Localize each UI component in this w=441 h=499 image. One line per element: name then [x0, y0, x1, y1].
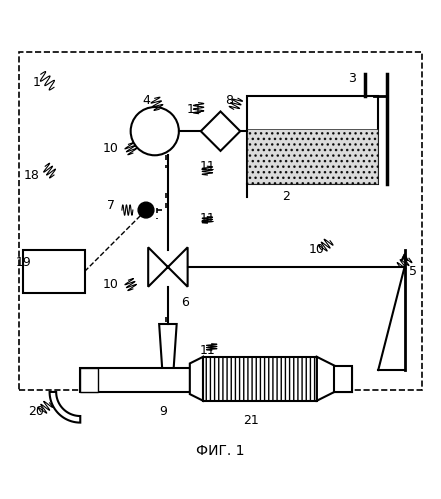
Text: 11: 11 [199, 212, 215, 226]
Circle shape [131, 107, 179, 155]
Text: 18: 18 [24, 169, 40, 182]
Polygon shape [317, 357, 334, 401]
Text: 10: 10 [103, 142, 119, 155]
Text: 11: 11 [199, 160, 215, 173]
Text: 9: 9 [160, 405, 168, 418]
Bar [247, 129, 378, 184]
Text: 4: 4 [142, 94, 150, 107]
Text: 11: 11 [187, 103, 202, 116]
Text: 5: 5 [409, 265, 417, 278]
Text: 20: 20 [29, 405, 45, 418]
Text: 10: 10 [103, 278, 119, 291]
Polygon shape [159, 324, 177, 372]
Bar [80, 368, 98, 392]
Circle shape [138, 202, 154, 218]
Text: 11: 11 [199, 344, 215, 357]
Text: 21: 21 [243, 414, 259, 427]
Text: 1: 1 [33, 76, 41, 89]
Text: 7: 7 [107, 199, 115, 212]
Text: 8: 8 [225, 94, 233, 107]
Bar [80, 368, 352, 392]
Bar [247, 96, 378, 184]
Polygon shape [201, 111, 240, 151]
Text: 10: 10 [309, 243, 325, 256]
Bar [203, 357, 317, 401]
Text: 6: 6 [182, 295, 189, 308]
Polygon shape [148, 248, 187, 287]
Polygon shape [49, 392, 80, 423]
Bar [334, 366, 352, 392]
Text: ФИГ. 1: ФИГ. 1 [196, 444, 245, 458]
Text: 3: 3 [348, 72, 356, 85]
Text: 19: 19 [15, 256, 31, 269]
Text: 2: 2 [282, 191, 290, 204]
Polygon shape [190, 357, 203, 401]
Bar [23, 250, 85, 293]
